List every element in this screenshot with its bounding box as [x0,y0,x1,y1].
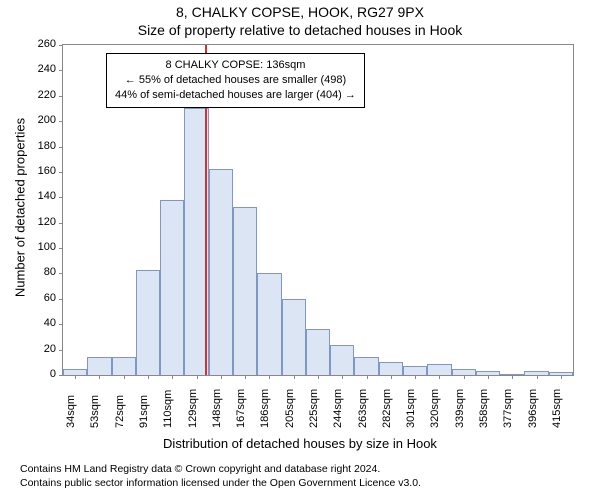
y-tick-label: 180 [28,140,56,152]
x-tick [488,375,489,379]
y-tick-label: 60 [28,292,56,304]
x-tick [124,375,125,379]
histogram-bar [209,169,233,375]
y-axis-title: Number of detached properties [13,118,28,298]
histogram-bar [427,364,451,375]
footer-line2: Contains public sector information licen… [20,476,421,490]
histogram-bar [112,357,136,375]
x-tick [221,375,222,379]
x-tick [464,375,465,379]
x-tick [172,375,173,379]
y-tick [59,172,63,173]
footer-line1: Contains HM Land Registry data © Crown c… [20,462,421,476]
x-tick [245,375,246,379]
y-tick [59,299,63,300]
x-tick [415,375,416,379]
x-tick [561,375,562,379]
chart-title-line1: 8, CHALKY COPSE, HOOK, RG27 9PX [0,4,600,20]
x-tick [99,375,100,379]
histogram-bar [379,362,403,375]
histogram-bar [403,366,427,375]
y-tick [59,45,63,46]
x-tick [391,375,392,379]
annotation-box: 8 CHALKY COPSE: 136sqm ← 55% of detached… [106,53,365,108]
y-tick-label: 100 [28,241,56,253]
annotation-line1: 8 CHALKY COPSE: 136sqm [115,58,356,73]
y-tick [59,70,63,71]
y-tick [59,96,63,97]
y-tick [59,350,63,351]
x-tick [197,375,198,379]
footer: Contains HM Land Registry data © Crown c… [20,462,421,490]
histogram-bar [136,270,160,375]
chart-title-line2: Size of property relative to detached ho… [0,22,600,38]
y-tick [59,324,63,325]
histogram-bar [306,329,330,375]
histogram-bar [233,207,257,375]
histogram-bar [354,357,378,375]
y-tick-label: 240 [28,63,56,75]
y-tick-label: 20 [28,343,56,355]
y-tick-label: 220 [28,89,56,101]
chart-root: 8, CHALKY COPSE, HOOK, RG27 9PX Size of … [0,0,600,500]
y-tick [59,248,63,249]
x-tick [75,375,76,379]
y-tick-label: 200 [28,114,56,126]
histogram-bar [282,299,306,375]
x-axis-title: Distribution of detached houses by size … [0,436,600,451]
x-tick [537,375,538,379]
y-tick-label: 160 [28,165,56,177]
histogram-bar [330,345,354,375]
x-tick [148,375,149,379]
y-tick-label: 120 [28,216,56,228]
x-tick [294,375,295,379]
x-tick [269,375,270,379]
histogram-bar [257,273,281,375]
y-tick-label: 40 [28,317,56,329]
y-tick [59,147,63,148]
y-tick [59,197,63,198]
annotation-line2: ← 55% of detached houses are smaller (49… [115,73,356,88]
y-tick [59,223,63,224]
y-tick-label: 260 [28,38,56,50]
histogram-bar [87,357,111,375]
x-tick [367,375,368,379]
y-tick [59,273,63,274]
x-tick [512,375,513,379]
y-tick-label: 80 [28,266,56,278]
x-tick [342,375,343,379]
y-tick [59,121,63,122]
y-tick-label: 140 [28,190,56,202]
histogram-bar [160,200,184,375]
x-tick [439,375,440,379]
y-tick [59,375,63,376]
x-tick [318,375,319,379]
y-tick-label: 0 [28,368,56,380]
annotation-line3: 44% of semi-detached houses are larger (… [115,88,356,103]
